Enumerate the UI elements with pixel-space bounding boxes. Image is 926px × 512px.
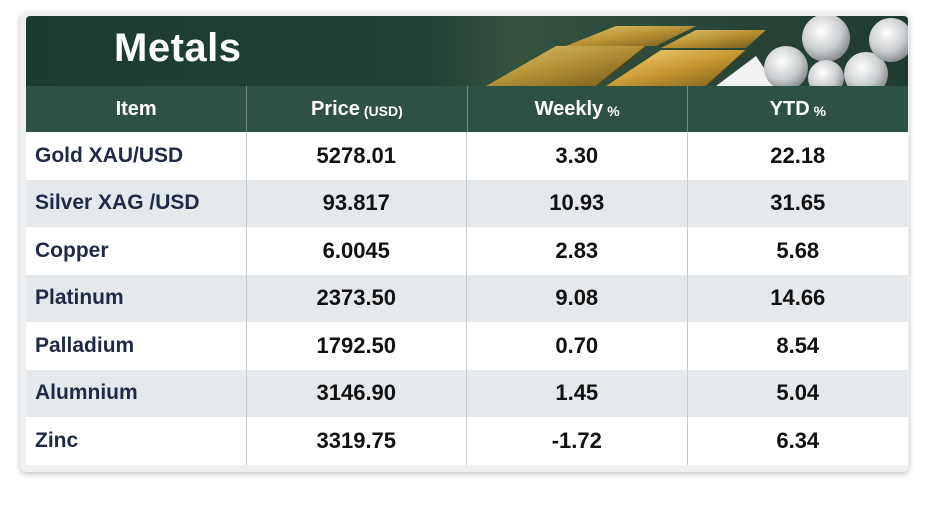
title-banner: Metals bbox=[26, 16, 908, 86]
weekly-cell: 1.45 bbox=[467, 369, 688, 417]
item-cell: Copper bbox=[26, 227, 247, 275]
table-row: Alumnium 3146.90 1.45 5.04 bbox=[26, 369, 908, 417]
item-cell: Gold XAU/USD bbox=[26, 132, 247, 180]
table-body: Gold XAU/USD 5278.01 3.30 22.18 Silver X… bbox=[26, 132, 908, 465]
item-cell: Silver XAG /USD bbox=[26, 179, 247, 227]
item-cell: Palladium bbox=[26, 322, 247, 370]
page-title: Metals bbox=[114, 26, 242, 70]
table-row: Platinum 2373.50 9.08 14.66 bbox=[26, 274, 908, 322]
header-ytd: YTD% bbox=[769, 97, 827, 120]
weekly-cell: 3.30 bbox=[467, 132, 688, 180]
weekly-cell: 10.93 bbox=[467, 179, 688, 227]
item-cell: Alumnium bbox=[26, 369, 247, 417]
weekly-cell: 2.83 bbox=[467, 227, 688, 275]
weekly-cell: 9.08 bbox=[467, 274, 688, 322]
table-row: Zinc 3319.75 -1.72 6.34 bbox=[26, 417, 908, 465]
item-cell: Zinc bbox=[26, 417, 247, 465]
weekly-cell: 0.70 bbox=[467, 322, 688, 370]
price-cell: 2373.50 bbox=[247, 274, 468, 322]
header-price: Price (USD) bbox=[247, 86, 468, 132]
ytd-cell: 5.68 bbox=[776, 237, 820, 263]
table-row: Gold XAU/USD 5278.01 3.30 22.18 bbox=[26, 132, 908, 180]
metals-table: Item Price (USD) Weekly% YTD% Gold XAU/US… bbox=[26, 86, 908, 465]
weekly-cell: -1.72 bbox=[467, 417, 688, 465]
price-cell: 1792.50 bbox=[247, 322, 468, 370]
table-row: Palladium 1792.50 0.70 8.54 bbox=[26, 322, 908, 370]
ytd-cell: 8.54 bbox=[776, 332, 820, 358]
price-cell: 5278.01 bbox=[247, 132, 468, 180]
price-cell: 3146.90 bbox=[247, 369, 468, 417]
silver-coins-image bbox=[716, 16, 908, 86]
table-row: Copper 6.0045 2.83 5.68 bbox=[26, 227, 908, 275]
header-item: Item bbox=[26, 86, 248, 132]
price-cell: 93.817 bbox=[247, 179, 468, 227]
ytd-cell: 14.66 bbox=[770, 285, 826, 311]
ytd-cell: 5.04 bbox=[776, 380, 820, 406]
ytd-cell: 6.34 bbox=[776, 427, 820, 453]
table-row: Silver XAG /USD 93.817 10.93 31.65 bbox=[26, 179, 908, 227]
price-cell: 3319.75 bbox=[247, 417, 468, 465]
gold-bars-image bbox=[486, 26, 766, 86]
ytd-cell: 31.65 bbox=[770, 190, 826, 216]
price-cell: 6.0045 bbox=[247, 227, 468, 275]
item-cell: Platinum bbox=[26, 274, 247, 322]
ytd-cell: 22.18 bbox=[770, 142, 826, 168]
table-header: Item Price (USD) Weekly% YTD% bbox=[26, 86, 908, 132]
header-weekly: Weekly% bbox=[468, 86, 688, 132]
